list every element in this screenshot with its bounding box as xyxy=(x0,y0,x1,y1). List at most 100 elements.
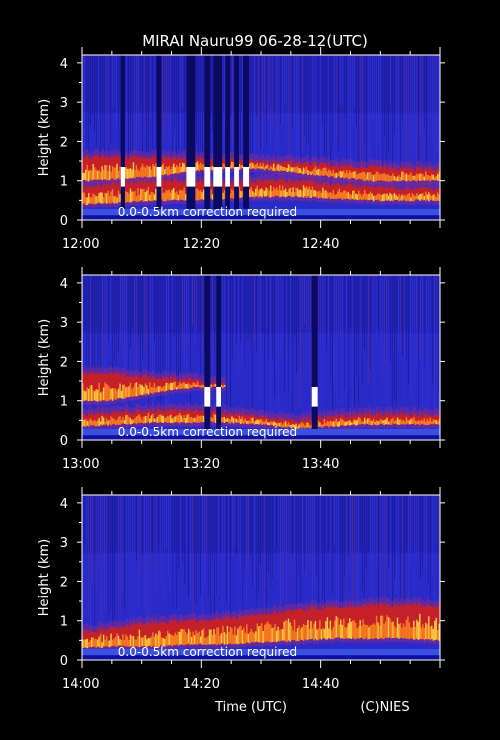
layer-core xyxy=(244,418,247,423)
layer-core xyxy=(287,422,290,427)
layer-core xyxy=(82,192,84,204)
layer-body xyxy=(326,181,329,199)
layer-core xyxy=(243,420,245,424)
noise-streak xyxy=(320,495,321,606)
layer-body xyxy=(249,415,251,424)
layer-core xyxy=(265,623,268,642)
layer-body xyxy=(110,156,113,179)
layer-body xyxy=(235,618,238,644)
layer-core xyxy=(366,172,369,180)
layer-core xyxy=(261,623,263,643)
layer-core xyxy=(413,194,415,202)
layer-core xyxy=(214,384,217,387)
layer-core xyxy=(258,626,260,643)
layer-core xyxy=(434,419,436,424)
layer-body xyxy=(167,156,169,176)
layer-body xyxy=(234,414,236,422)
layer-core xyxy=(390,621,393,639)
layer-core xyxy=(84,419,87,427)
layer-core xyxy=(252,631,254,643)
layer-core xyxy=(387,195,390,200)
layer-core xyxy=(223,632,226,645)
layer-body xyxy=(161,622,163,647)
layer-core xyxy=(170,169,172,175)
layer-core xyxy=(225,633,227,645)
layer-core xyxy=(180,190,183,201)
layer-body xyxy=(301,180,304,197)
layer-core xyxy=(263,624,266,642)
layer-body xyxy=(193,410,196,422)
noise-streak xyxy=(250,495,251,556)
layer-body xyxy=(380,165,383,180)
layer-body xyxy=(199,179,202,200)
layer-core xyxy=(328,628,330,638)
layer-body xyxy=(290,180,293,198)
layer-body xyxy=(107,158,110,181)
noise-streak xyxy=(230,495,231,639)
noise-streak xyxy=(250,55,251,202)
layer-core xyxy=(413,620,415,640)
layer-core xyxy=(286,620,289,642)
layer-core xyxy=(196,161,199,170)
layer-core xyxy=(255,164,257,170)
layer-core xyxy=(326,171,329,177)
layer-body xyxy=(408,605,411,640)
layer-body xyxy=(249,614,251,644)
noise-streak xyxy=(128,275,129,412)
layer-core xyxy=(293,166,296,173)
noise-streak xyxy=(422,55,423,188)
layer-core xyxy=(341,419,344,425)
noise-streak xyxy=(252,275,253,421)
layer-core xyxy=(387,174,390,182)
layer-core xyxy=(201,630,204,645)
layer-body xyxy=(419,412,421,426)
layer-core xyxy=(381,420,384,424)
layer-core xyxy=(240,418,242,425)
noise-streak xyxy=(84,495,85,545)
layer-core xyxy=(395,194,398,200)
layer-core xyxy=(426,194,429,200)
y-tick-label: 3 xyxy=(60,316,68,331)
layer-core xyxy=(156,416,159,423)
layer-core xyxy=(366,418,369,424)
noise-streak xyxy=(436,55,437,153)
layer-core xyxy=(323,167,326,176)
layer-core xyxy=(357,190,360,201)
layer-body xyxy=(384,413,387,424)
layer-body xyxy=(244,615,247,644)
noise-streak xyxy=(424,55,425,128)
layer-body xyxy=(368,186,371,201)
layer-core xyxy=(240,625,242,644)
layer-core xyxy=(235,635,238,644)
layer-body xyxy=(405,188,408,202)
layer-body xyxy=(155,379,157,393)
noise-streak xyxy=(202,495,203,632)
layer-core xyxy=(417,174,420,180)
noise-streak xyxy=(400,55,401,193)
layer-core xyxy=(277,422,280,427)
layer-core xyxy=(357,173,360,179)
noise-streak xyxy=(204,495,205,586)
layer-body xyxy=(387,416,390,425)
x-tick-label: 13:20 xyxy=(183,457,220,472)
noise-streak xyxy=(156,55,157,159)
layer-body xyxy=(84,371,87,401)
layer-core xyxy=(144,383,147,396)
layer-body xyxy=(307,161,310,175)
layer-body xyxy=(164,180,166,202)
layer-body xyxy=(407,186,409,201)
layer-core xyxy=(87,642,90,648)
noise-streak xyxy=(392,275,393,420)
noise-streak xyxy=(282,55,283,126)
layer-core xyxy=(167,190,169,200)
layer-core xyxy=(299,189,302,198)
layer-core xyxy=(369,420,372,425)
layer-core xyxy=(283,167,286,171)
rain-signal xyxy=(234,166,239,187)
layer-core xyxy=(152,192,154,201)
noise-streak xyxy=(398,275,399,351)
noise-streak xyxy=(104,55,105,158)
layer-core xyxy=(241,630,244,644)
noise-streak xyxy=(338,275,339,334)
layer-core xyxy=(271,421,274,426)
